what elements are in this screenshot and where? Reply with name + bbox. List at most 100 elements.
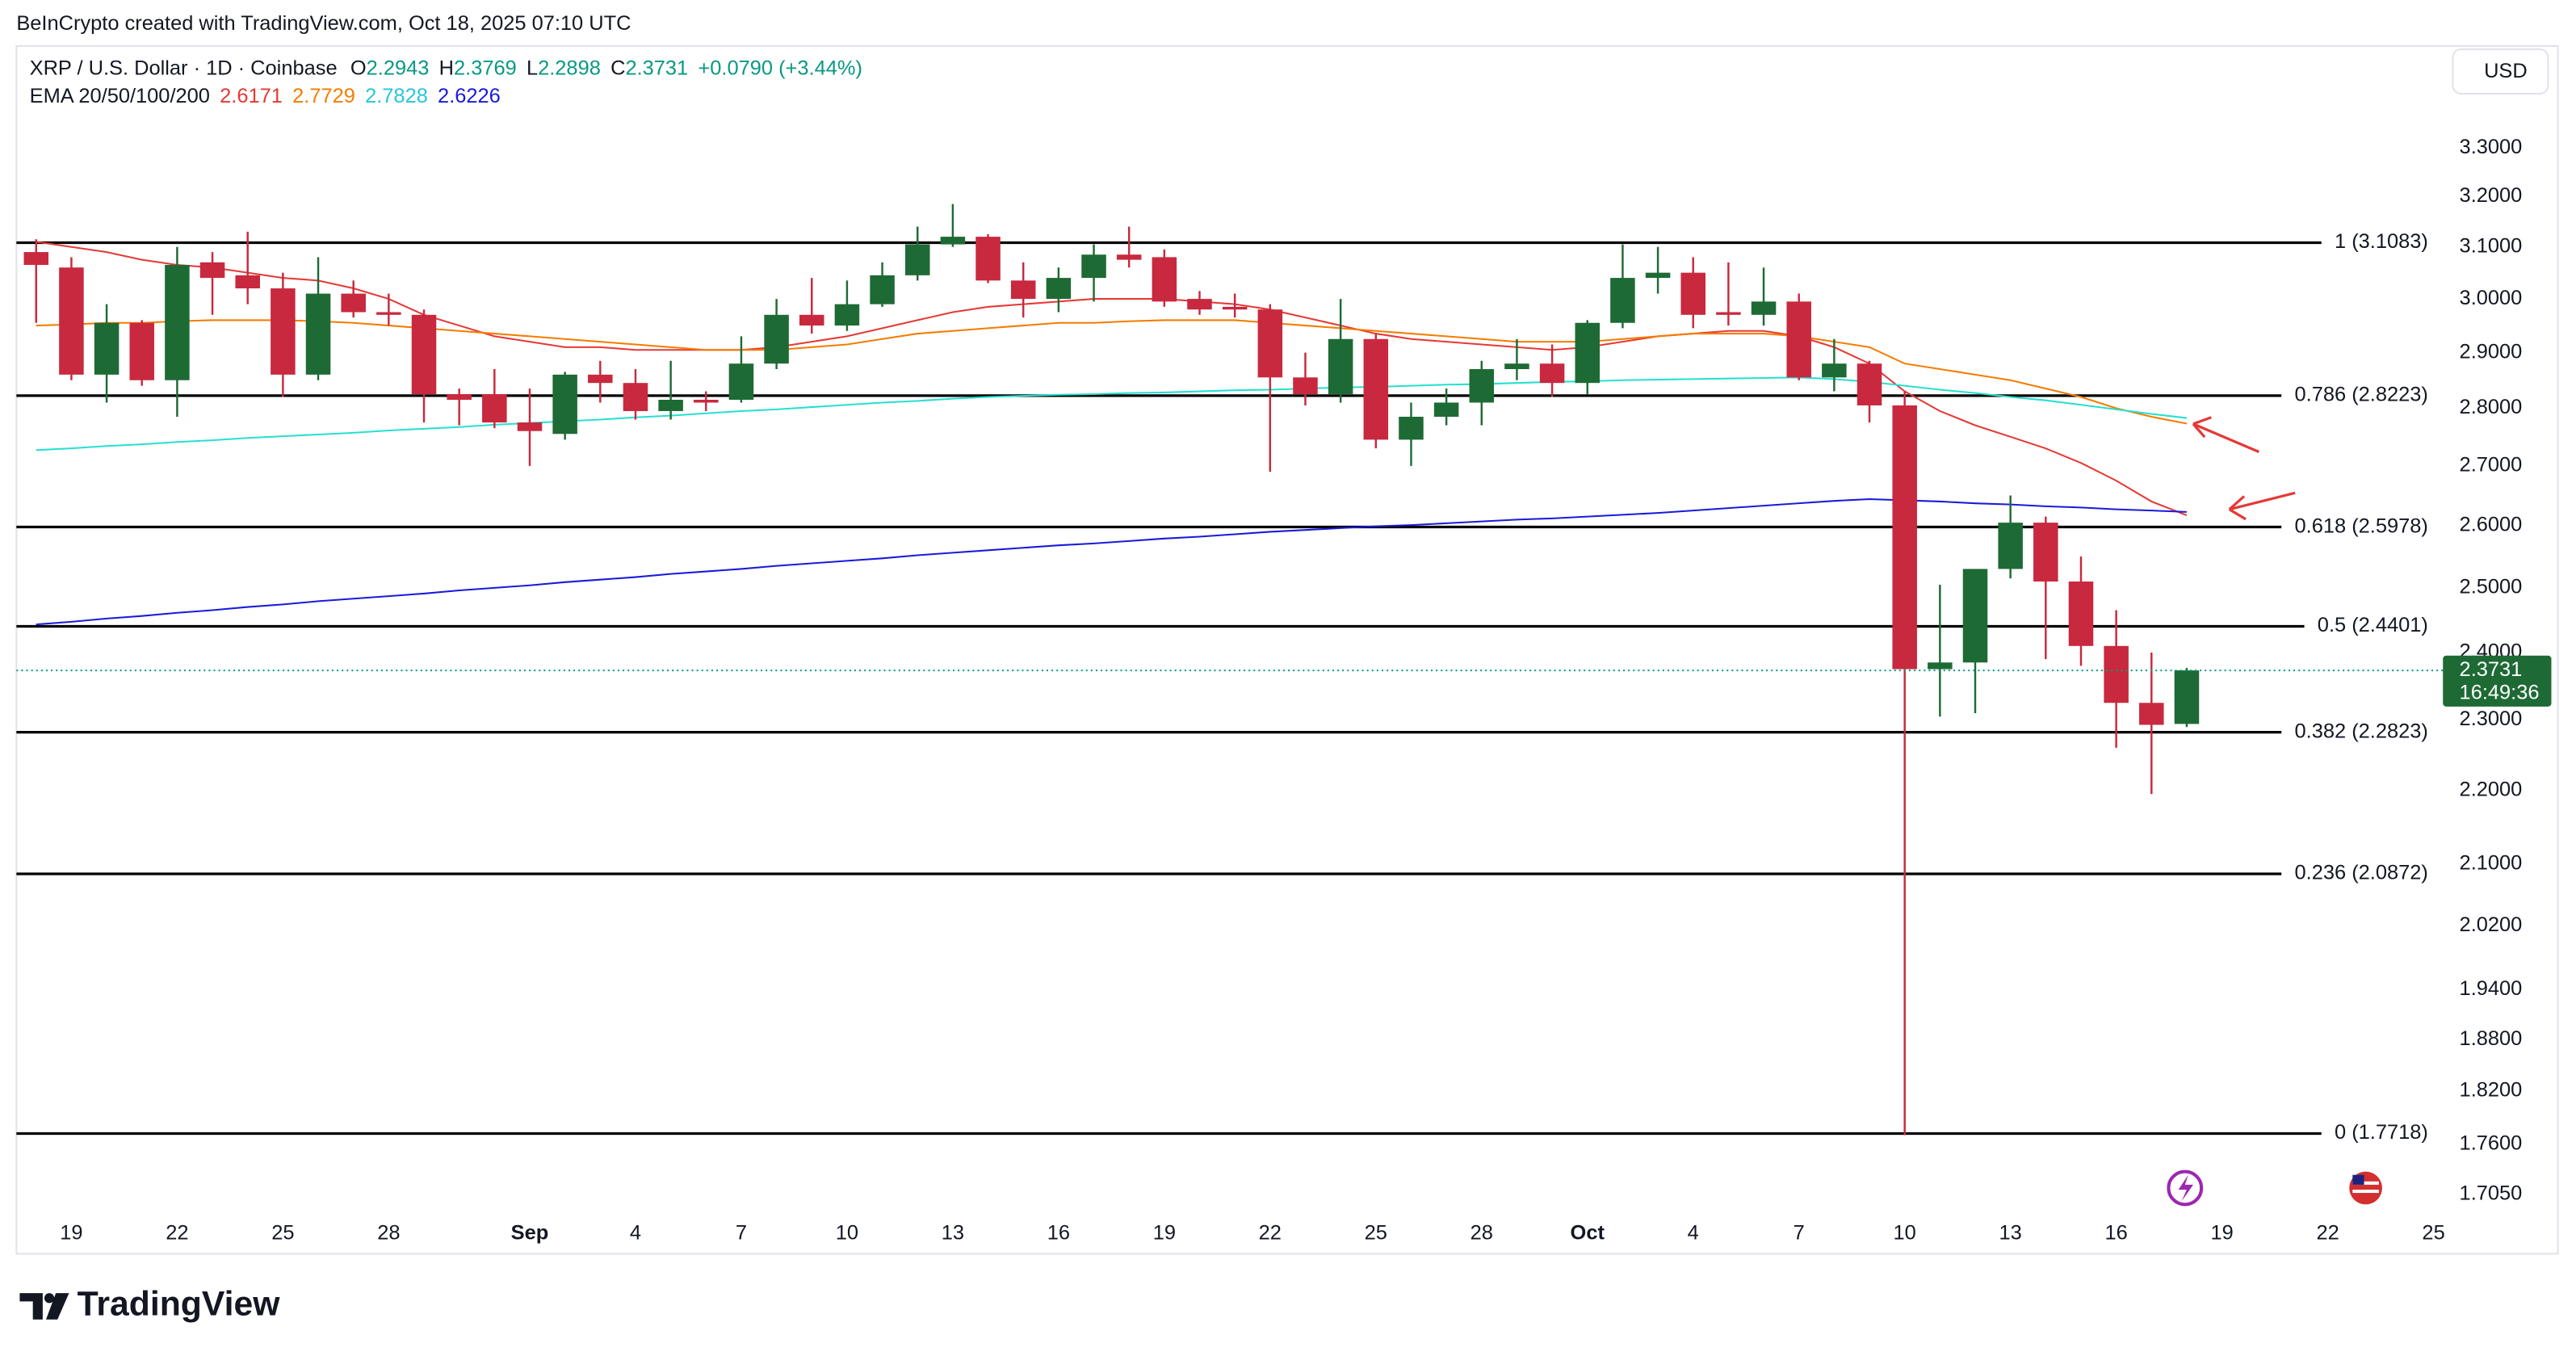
symbol-title: XRP / U.S. Dollar · 1D · Coinbase [30,57,338,79]
currency-button[interactable] [2452,48,2549,94]
x-tick-label: 28 [377,1222,400,1245]
candle-body [1187,299,1212,310]
ema-value: 2.6226 [438,85,501,107]
y-tick-label: 2.9000 [2460,340,2523,363]
y-tick-label: 2.0200 [2460,913,2523,936]
candle-body [199,262,225,279]
flag-stripe [2352,1189,2379,1194]
currency-label: USD [2484,60,2528,82]
y-tick-label: 3.2000 [2460,184,2523,207]
ohlc-key: O [350,57,367,79]
candle-body [1222,306,1248,310]
flag-stripe [2352,1181,2379,1185]
candle-body [94,322,120,375]
x-tick-label: 7 [736,1222,747,1245]
candle-body [129,322,154,380]
x-tick-label: 13 [1999,1222,2022,1245]
y-tick-label: 2.2000 [2460,778,2523,800]
candle-body [1363,338,1389,440]
x-tick-label: 4 [1688,1222,1699,1245]
x-tick-label: 19 [2210,1222,2233,1245]
candle-body [1539,363,1565,384]
ohlc-value: 2.2943 [367,57,430,79]
attribution: BeInCrypto created with TradingView.com,… [16,12,631,35]
y-tick-label: 3.3000 [2460,136,2523,158]
level-label: 0.5 (2.4401) [2318,614,2428,636]
x-tick-label: 4 [630,1222,641,1245]
x-tick-label: 10 [1894,1222,1916,1245]
candle-body [975,237,1001,281]
candle-body [2174,670,2200,724]
candle-body [482,394,507,423]
candle-body [341,293,366,313]
event-icons [2167,1169,2382,1207]
candle-body [1751,301,1777,315]
candle-body [517,422,543,431]
candle-body [799,314,824,326]
x-tick-label: 28 [1471,1222,1493,1245]
level-label: 0.618 (2.5978) [2295,514,2428,537]
candle-body [834,304,860,326]
ohlc-value: 2.2898 [538,57,601,79]
candle-body [588,374,613,384]
event-icon-glyph [2178,1174,2193,1202]
candle-body [904,244,930,275]
candle-body [447,394,472,400]
candle-body [1010,280,1036,300]
indicator-name: EMA 20/50/100/200 [30,85,210,107]
candle-body [658,399,683,411]
price-tag [2443,655,2552,707]
candle-body [940,237,966,245]
ema-value: 2.7828 [365,85,428,107]
level-label: 1 (3.1083) [2335,230,2428,253]
x-tick-label: 7 [1794,1222,1805,1245]
x-tick-label: 25 [271,1222,294,1245]
annotation-arrows [2192,416,2296,521]
candle-body [1645,272,1671,279]
x-tick-label: 13 [942,1222,964,1245]
plot-area: 3.3000 3.2000 3.1000 3.0000 2.9000 2.8000 2.70… [16,136,2552,1245]
candle-body [23,252,49,266]
x-tick-label: 10 [836,1222,858,1245]
ema-value: 2.7729 [292,85,355,107]
logo: TradingView [19,1285,280,1324]
level-label: 0.382 (2.2823) [2295,720,2428,742]
candle-body [1892,405,1917,670]
y-tick-label: 2.6000 [2460,514,2523,536]
y-tick-label: 2.7000 [2460,454,2523,477]
candle-body [1680,272,1705,315]
candle-body [1856,363,1882,405]
candle-body [1046,278,1072,300]
x-tick-label: 16 [2105,1222,2128,1245]
candle-body [1998,523,2023,569]
chart-frame [15,44,2559,1255]
change: +0.0790 (+3.44%) [698,57,862,79]
candle-body [271,288,296,375]
candle-body [1257,309,1283,378]
ohlc-value: 2.3731 [625,57,688,79]
candle-body [1399,417,1424,440]
x-tick-label: 25 [2422,1222,2444,1245]
candle-body [623,383,648,411]
y-tick-label: 1.8200 [2460,1079,2523,1102]
x-tick-label: Oct [1571,1222,1605,1245]
candle-body [1716,312,1741,315]
arrow [2228,491,2296,521]
y-tick-label: 1.7600 [2460,1132,2523,1154]
y-tick-label: 3.0000 [2460,287,2523,309]
ema-line [36,498,2188,626]
y-tick-label: 1.9400 [2460,977,2523,1000]
candle-body [235,275,260,289]
candle-body [764,314,789,364]
x-tick-label: 19 [1153,1222,1176,1245]
x-tick-label: Sep [511,1222,549,1245]
candle-body [1786,301,1811,378]
candle-body [2139,703,2164,725]
logo-mark [44,1293,55,1304]
candle-body [1433,402,1459,418]
ohlc-key: C [610,57,625,79]
candle-body [1575,322,1601,384]
x-tick-label: 19 [60,1222,82,1245]
price-tag-value: 2.3731 [2460,658,2523,681]
